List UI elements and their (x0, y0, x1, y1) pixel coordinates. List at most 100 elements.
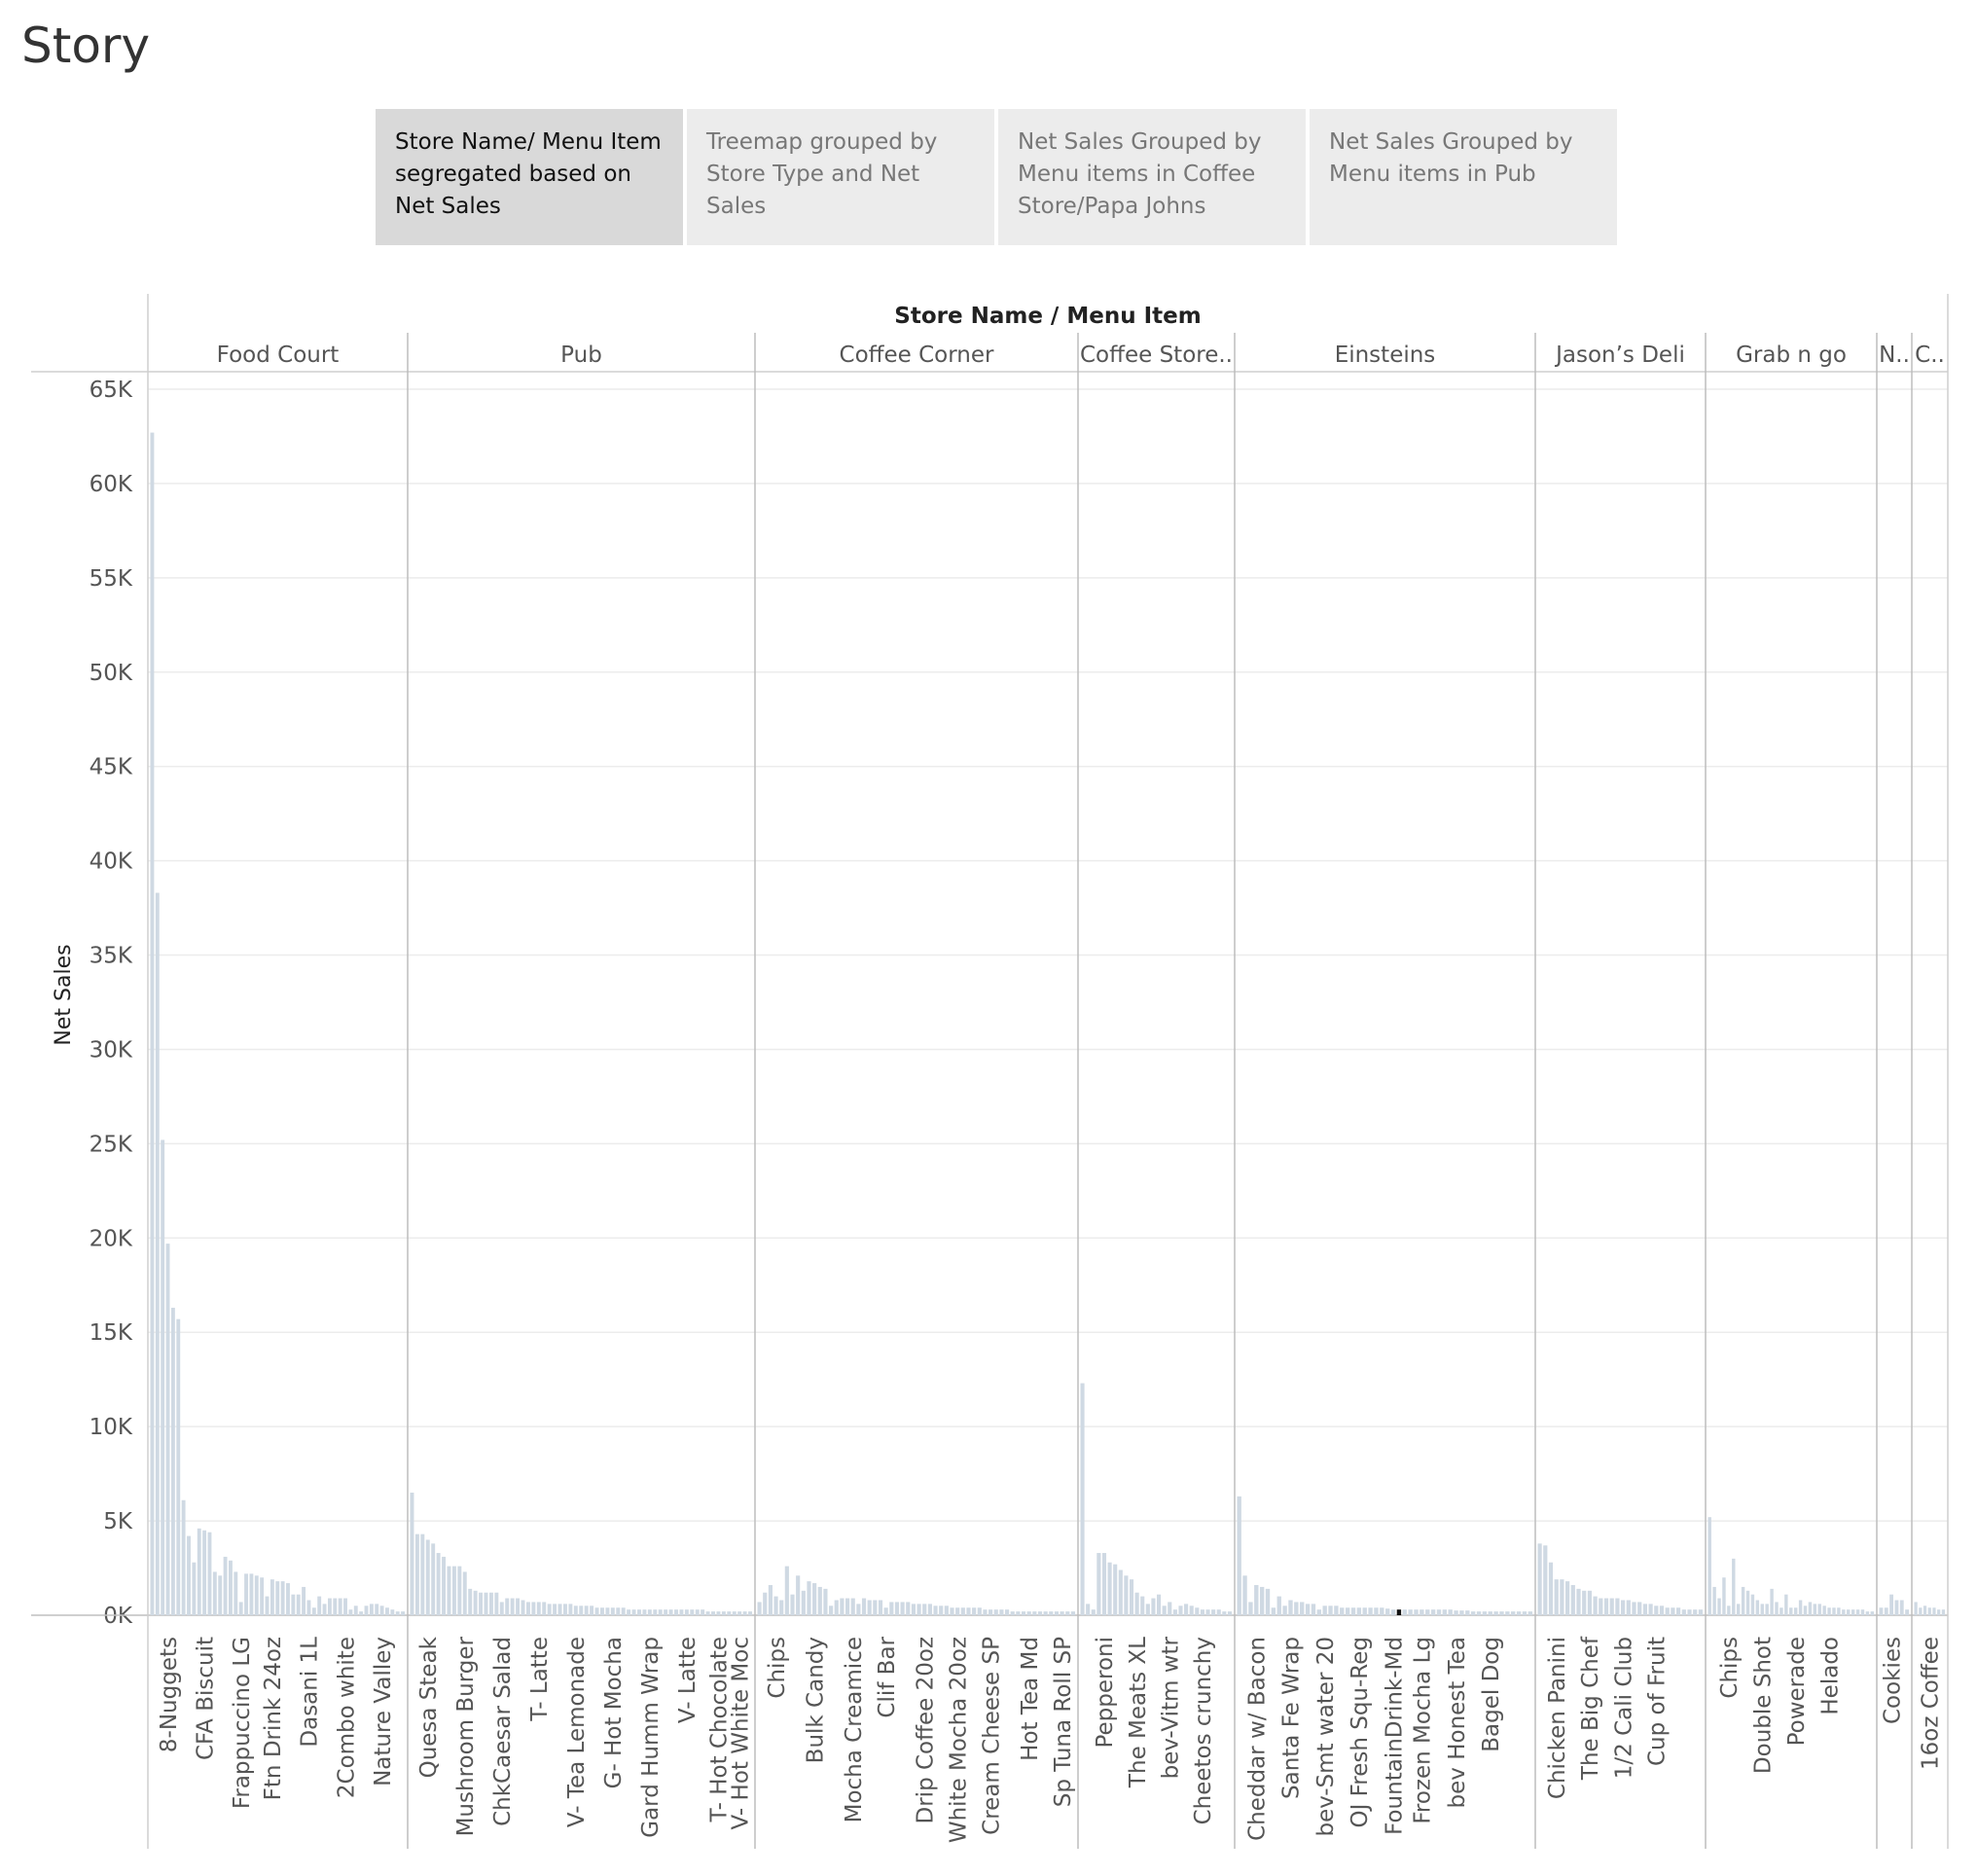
bar (955, 1607, 960, 1615)
bar (414, 1533, 419, 1615)
bar (1124, 1575, 1129, 1615)
bar (150, 432, 155, 1616)
bar (610, 1607, 615, 1615)
bar (401, 1611, 405, 1615)
bar (1615, 1598, 1620, 1615)
bar (1026, 1611, 1031, 1615)
bar (727, 1611, 732, 1615)
bar (1765, 1604, 1769, 1615)
y-tick-label: 5K (103, 1509, 133, 1534)
bar (906, 1602, 911, 1615)
bar (1340, 1607, 1345, 1615)
x-tick-label: Cookies (1880, 1637, 1905, 1724)
bar (291, 1594, 296, 1615)
bar (1941, 1609, 1945, 1615)
bar (1043, 1611, 1048, 1615)
bar (1621, 1600, 1626, 1615)
bar (531, 1602, 536, 1615)
bar (1016, 1611, 1021, 1615)
bar (395, 1611, 400, 1615)
y-tick-label: 60K (90, 472, 133, 497)
bar (579, 1605, 584, 1615)
bar (1021, 1611, 1026, 1615)
bar (333, 1598, 338, 1615)
bar (1832, 1607, 1836, 1615)
bar (1659, 1605, 1665, 1615)
bar (1311, 1604, 1316, 1615)
bar (1242, 1575, 1247, 1615)
bar (1436, 1609, 1442, 1615)
bar (1459, 1610, 1464, 1615)
x-tick-label: Quesa Steak (416, 1636, 442, 1778)
bar (1271, 1607, 1276, 1615)
bar (1305, 1604, 1311, 1615)
bar (1736, 1604, 1741, 1615)
bar (410, 1493, 414, 1615)
bar (1899, 1600, 1904, 1615)
bar (1151, 1598, 1156, 1615)
x-tick-label: bev-Smt water 20 (1313, 1637, 1339, 1836)
bar (856, 1604, 861, 1615)
bar (1923, 1605, 1927, 1615)
bar (1905, 1609, 1909, 1615)
bar (732, 1611, 737, 1615)
bar (1145, 1604, 1150, 1615)
bar (1648, 1604, 1653, 1615)
story-point-tab-3[interactable]: Net Sales Grouped by Menu items in Coffe… (998, 109, 1306, 245)
y-tick-label: 15K (90, 1320, 133, 1346)
bar (306, 1600, 311, 1615)
bar (1870, 1611, 1874, 1615)
bar (658, 1609, 663, 1615)
bar (1396, 1609, 1402, 1615)
story-point-tab-2[interactable]: Treemap grouped by Store Type and Net Sa… (687, 109, 994, 245)
bar (468, 1588, 473, 1615)
bar (1140, 1596, 1145, 1615)
bar (1543, 1545, 1548, 1615)
y-tick-label: 0K (103, 1604, 133, 1629)
bar (894, 1602, 900, 1615)
story-point-tab-1[interactable]: Store Name/ Menu Item segregated based o… (376, 109, 683, 245)
bar (1707, 1517, 1711, 1615)
x-tick-label: V- Latte (675, 1637, 701, 1723)
y-tick-label: 10K (90, 1415, 133, 1440)
bar (1488, 1611, 1492, 1615)
bar (1080, 1383, 1085, 1615)
bar (1665, 1607, 1670, 1615)
x-tick-label: Hot Tea Md (1018, 1637, 1043, 1761)
x-tick-label: Frappuccino LG (230, 1637, 255, 1809)
bar (768, 1584, 773, 1615)
bar (1065, 1611, 1070, 1615)
bar (1113, 1564, 1118, 1615)
bar (1101, 1553, 1107, 1615)
bar (234, 1571, 238, 1615)
bar (690, 1609, 695, 1615)
bar (296, 1594, 301, 1615)
bar (1402, 1609, 1407, 1615)
bar (590, 1605, 594, 1615)
bar (369, 1604, 374, 1615)
bar (1368, 1607, 1373, 1615)
bar (223, 1556, 228, 1615)
bar (664, 1609, 668, 1615)
x-tick-label: ChkCaesar Salad (490, 1637, 516, 1826)
bar (966, 1607, 971, 1615)
bar (873, 1600, 878, 1615)
bar (1717, 1598, 1721, 1615)
group-header: Food Court (217, 343, 340, 368)
bar (1420, 1609, 1424, 1615)
bar (1745, 1590, 1750, 1615)
bar (711, 1611, 715, 1615)
bar (451, 1566, 456, 1615)
bar (1522, 1611, 1528, 1615)
y-tick-label: 65K (90, 378, 133, 403)
bar (1168, 1602, 1172, 1615)
bar (1808, 1602, 1813, 1615)
bar (516, 1598, 521, 1615)
story-point-tab-4[interactable]: Net Sales Grouped by Menu items in Pub (1310, 109, 1617, 245)
bar (1779, 1607, 1783, 1615)
bar (944, 1605, 949, 1615)
bar (972, 1607, 977, 1615)
bar (1328, 1605, 1333, 1615)
bar (327, 1598, 332, 1615)
